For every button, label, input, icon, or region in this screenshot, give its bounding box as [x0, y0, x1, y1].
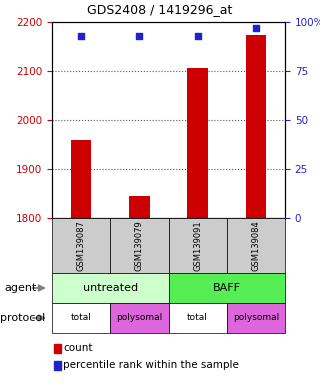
Text: GSM139084: GSM139084: [252, 220, 260, 271]
Text: GSM139087: GSM139087: [76, 220, 86, 271]
Text: percentile rank within the sample: percentile rank within the sample: [63, 360, 239, 370]
Text: BAFF: BAFF: [213, 283, 241, 293]
Text: protocol: protocol: [0, 313, 45, 323]
Point: [195, 33, 200, 39]
Text: GDS2408 / 1419296_at: GDS2408 / 1419296_at: [87, 3, 233, 17]
Point: [253, 25, 259, 31]
Text: total: total: [187, 313, 208, 323]
Text: polysomal: polysomal: [233, 313, 279, 323]
Bar: [188, 68, 208, 218]
Text: GSM139079: GSM139079: [135, 220, 144, 271]
Text: agent: agent: [4, 283, 36, 293]
Text: total: total: [71, 313, 92, 323]
Point: [137, 33, 142, 39]
Bar: [129, 196, 149, 218]
Bar: [71, 140, 91, 218]
Bar: [246, 35, 266, 218]
Text: count: count: [63, 343, 93, 353]
Text: GSM139091: GSM139091: [193, 220, 202, 271]
Text: polysomal: polysomal: [116, 313, 163, 323]
Point: [79, 33, 84, 39]
Text: untreated: untreated: [83, 283, 138, 293]
